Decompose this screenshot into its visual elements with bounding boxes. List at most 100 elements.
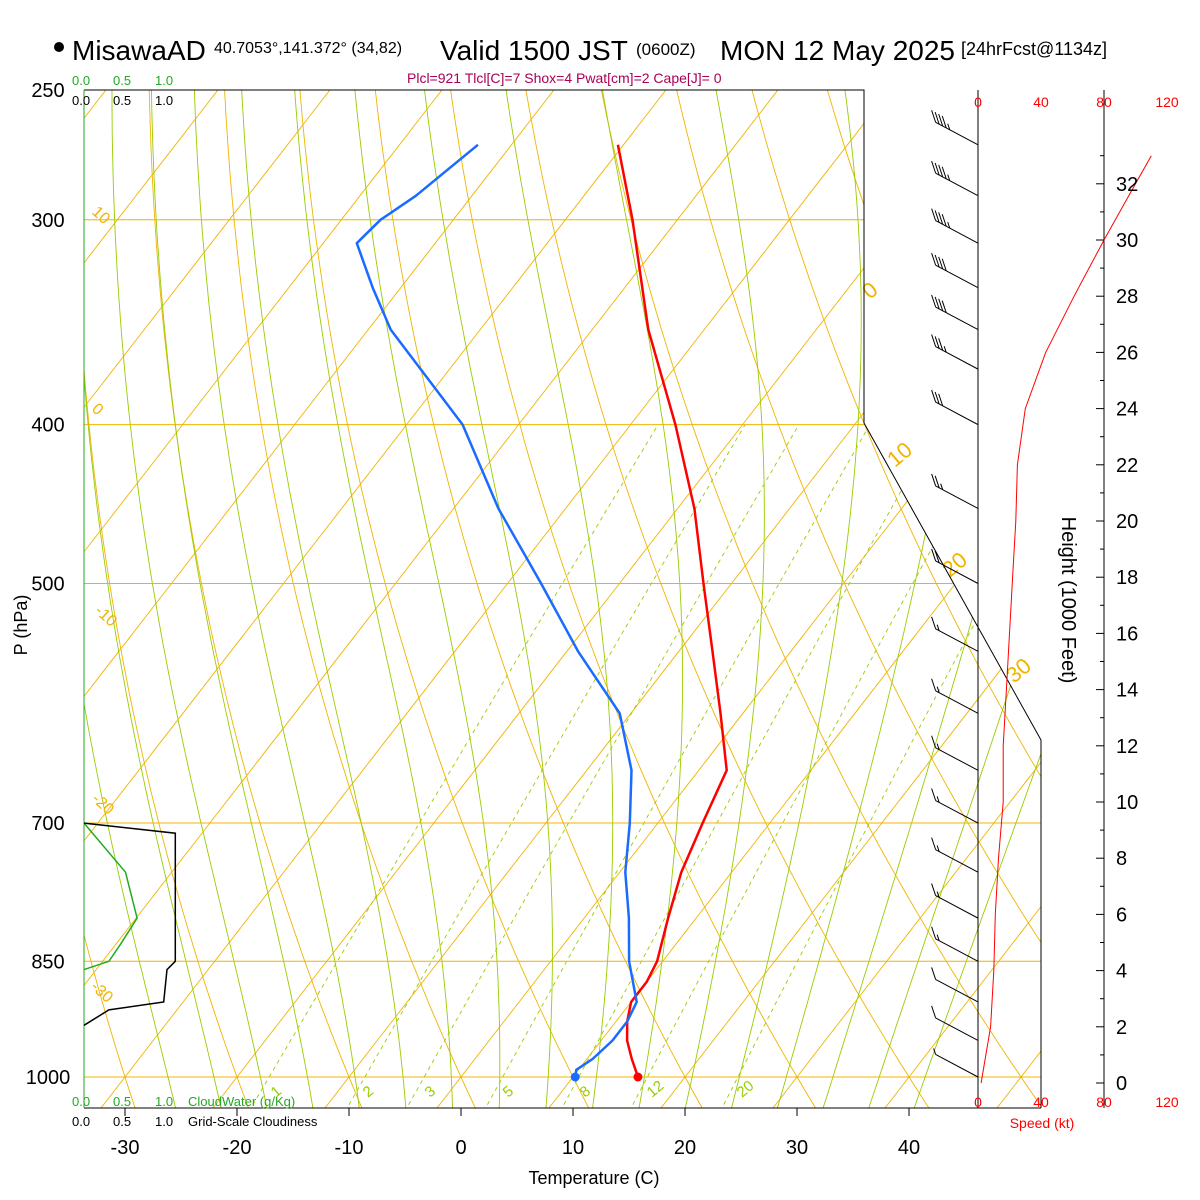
- wind-barb-feather: [938, 212, 944, 225]
- top-cloudiness-scale-1: 0.5: [113, 93, 131, 108]
- height-tick-label: 6: [1116, 904, 1127, 926]
- wind-barb-feather: [938, 298, 944, 311]
- wind-barb-half-feather: [936, 796, 940, 803]
- height-tick-label: 12: [1116, 736, 1138, 758]
- x-tick-label: 10: [562, 1137, 584, 1159]
- isotherm-line: [968, 90, 1041, 1108]
- pressure-tick-label: 850: [31, 951, 64, 973]
- pressure-tick-label: 300: [31, 210, 64, 232]
- valid-date: MON 12 May 2025: [720, 35, 955, 66]
- speed-axis-label: Speed (kt): [1010, 1115, 1075, 1131]
- sounding-profiles: [355, 143, 728, 1082]
- wind-barb-feather: [931, 208, 937, 221]
- wind-barb-shaft: [935, 401, 979, 426]
- background-grid: [84, 90, 1041, 1108]
- speed-tick-label-top: 0: [974, 94, 982, 110]
- speed-tick-label-top: 120: [1155, 94, 1179, 110]
- moist-adiabat-line: [501, 90, 614, 1108]
- dry-adiabat-line: [446, 90, 839, 1108]
- forecast-label: [24hrFcst@1134z]: [961, 39, 1107, 59]
- wind-barb-feather: [934, 254, 940, 268]
- moist-adiabat-line: [239, 90, 409, 1108]
- dry-adiabat-line: [967, 90, 1041, 1108]
- moist-adiabat-line: [855, 90, 1041, 1108]
- temperature-profile-line-surface-dot: [633, 1072, 643, 1082]
- wind-barb-shaft: [935, 979, 979, 1003]
- height-tick-label: 0: [1116, 1073, 1127, 1095]
- wind-barb-shaft: [935, 628, 979, 652]
- cloudiness-label: Grid-Scale Cloudiness: [188, 1114, 318, 1129]
- wind-barb-shaft: [935, 938, 979, 962]
- isotherm-line: [520, 90, 1041, 1108]
- wind-barb-half-feather: [936, 934, 940, 941]
- isotherm-label: 0: [88, 400, 106, 419]
- pressure-tick-label: 400: [31, 415, 64, 437]
- dry-adiabat-label: 10: [882, 437, 917, 472]
- moist-adiabat-line: [351, 90, 501, 1108]
- x-axis-label: Temperature (C): [528, 1168, 659, 1188]
- height-tick-label: 22: [1116, 455, 1138, 477]
- wind-barb-feather: [941, 214, 947, 227]
- speed-tick-label-top: 40: [1033, 94, 1049, 110]
- x-tick-label: 30: [786, 1137, 808, 1159]
- mixing-ratio-line: [628, 424, 1001, 1108]
- moist-adiabat-line: [292, 90, 454, 1108]
- x-tick-label: -20: [223, 1137, 252, 1159]
- wind-barb-shaft: [935, 849, 979, 873]
- dry-adiabat-line: [148, 90, 379, 1108]
- speed-tick-label-bottom: 0: [974, 1094, 982, 1110]
- wind-barb-half-feather: [936, 624, 940, 631]
- cloud-profile: [83, 822, 177, 1026]
- isotherm-line: [84, 90, 801, 1108]
- wind-barb-feather: [931, 678, 937, 691]
- wind-barb-shaft: [935, 1054, 979, 1078]
- mixing-ratio-label: 8: [577, 1083, 594, 1101]
- dry-adiabat-line: [669, 90, 1041, 1108]
- dry-adiabat-line: [744, 90, 1041, 1108]
- wind-barb-half-feather: [933, 1048, 937, 1055]
- moist-adiabat-line: [420, 90, 553, 1108]
- wind-barb-feather: [931, 926, 937, 939]
- wind-barb-feather: [931, 294, 937, 308]
- wind-barb-feather: [931, 788, 937, 801]
- x-tick-label: 0: [455, 1137, 466, 1159]
- wind-barb-feather: [938, 338, 944, 351]
- station-name: MisawaAD: [72, 35, 206, 66]
- height-tick-label: 14: [1116, 680, 1138, 702]
- wind-barb-feather: [934, 296, 940, 310]
- wind-barb-half-feather: [947, 174, 951, 181]
- isotherm-line: [632, 90, 1041, 1108]
- wind-barb-half-feather: [936, 845, 940, 852]
- wind-barb-half-feather: [943, 346, 947, 353]
- wind-barb-shaft: [935, 1017, 979, 1041]
- speed-tick-label-top: 80: [1096, 94, 1112, 110]
- height-tick-label: 2: [1116, 1017, 1127, 1039]
- mixing-ratio-line: [559, 424, 939, 1108]
- height-tick-label: 16: [1116, 623, 1138, 645]
- wind-barbs: [931, 110, 979, 1078]
- wind-barb-half-feather: [947, 123, 951, 130]
- wind-barb-shaft: [935, 172, 979, 197]
- wind-barb-feather: [931, 735, 937, 748]
- wind-barb-feather: [934, 162, 940, 176]
- isotherm-line: [84, 90, 689, 1108]
- dry-adiabat-line: [371, 90, 724, 1108]
- isotherm-label: -10: [91, 602, 120, 630]
- moist-adiabat-line: [193, 90, 365, 1108]
- station-dot: [54, 42, 64, 52]
- wind-barb-feather: [931, 334, 937, 347]
- speed-tick-label-bottom: 40: [1033, 1094, 1049, 1110]
- wind-barb-feather: [931, 110, 937, 123]
- pressure-tick-label: 1000: [26, 1067, 71, 1089]
- dry-adiabat-line: [84, 90, 149, 1108]
- isotherm-line: [184, 90, 1025, 1108]
- isotherm-line: [744, 90, 1041, 1108]
- top-cloudwater-scale-1: 0.5: [113, 73, 131, 88]
- wind-barb-feather: [934, 210, 940, 223]
- wind-barb-feather: [938, 393, 944, 407]
- mixing-ratio-label: 3: [422, 1083, 439, 1101]
- top-cloudiness-scale-0: 0.0: [72, 93, 90, 108]
- height-tick-label: 24: [1116, 399, 1138, 421]
- speed-tick-label-bottom: 80: [1096, 1094, 1112, 1110]
